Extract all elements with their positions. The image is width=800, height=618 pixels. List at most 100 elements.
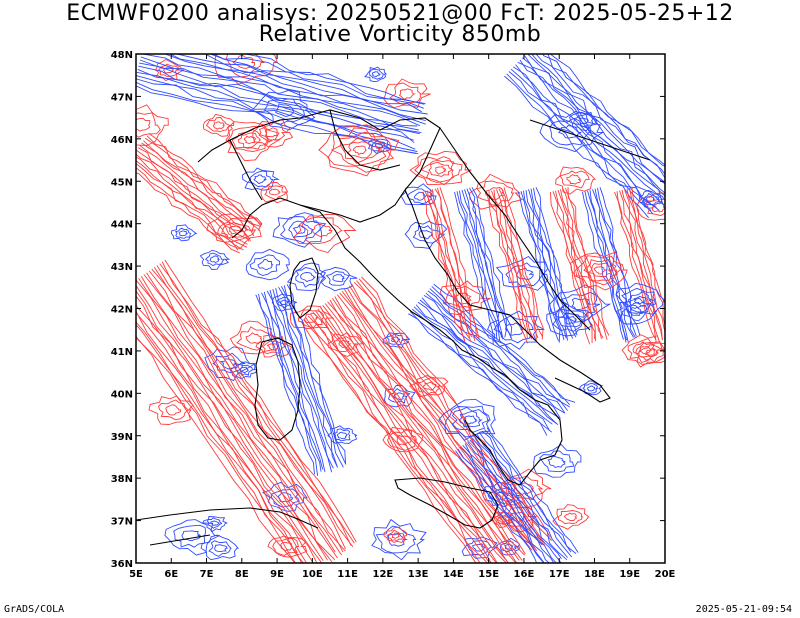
negative-contour [205, 252, 226, 267]
positive-contour [205, 116, 232, 133]
negative-contour [371, 71, 382, 77]
positive-contour [562, 188, 604, 339]
negative-contour [461, 536, 499, 559]
positive-contour [624, 189, 663, 340]
negative-contour [582, 382, 599, 394]
positive-contour [334, 296, 526, 556]
negative-contour [592, 189, 634, 338]
negative-contour [542, 54, 665, 166]
negative-contour [412, 225, 441, 244]
plot-title: ECMWF0200 analisys: 20250521@00 FcT: 202… [66, 1, 734, 26]
positive-contour [269, 188, 281, 196]
negative-contour [508, 71, 653, 214]
positive-contour [264, 185, 287, 201]
negative-contour [459, 446, 545, 563]
positive-contour [315, 310, 497, 563]
lat-tick-label: 38N [111, 474, 133, 485]
positive-contour [139, 144, 255, 237]
negative-contour [249, 254, 281, 276]
negative-contour [547, 456, 566, 469]
positive-contour [136, 149, 250, 242]
negative-contour [209, 54, 425, 105]
positive-contour [245, 332, 262, 345]
negative-contour [552, 308, 588, 333]
negative-contour [393, 392, 405, 401]
positive-contour [280, 541, 294, 552]
negative-contour [462, 444, 550, 563]
negative-contour [170, 224, 198, 242]
positive-contour [422, 191, 466, 341]
lon-tick-label: 15E [478, 569, 499, 580]
positive-contour [136, 163, 244, 251]
negative-contour [454, 191, 494, 345]
lon-tick-label: 7E [200, 569, 214, 580]
negative-contour [582, 191, 624, 340]
positive-contour [414, 156, 463, 186]
positive-contour [567, 187, 610, 336]
positive-contour [136, 172, 240, 254]
positive-contour [391, 532, 400, 539]
negative-contour [383, 385, 416, 408]
negative-contour [461, 189, 504, 340]
negative-contour [257, 259, 274, 271]
negative-contour [369, 68, 385, 80]
positive-contour [341, 290, 535, 549]
positive-contour [206, 213, 263, 250]
negative-contour [387, 532, 408, 547]
lat-tick-label: 48N [111, 50, 133, 61]
lat-tick-label: 37N [111, 517, 133, 528]
negative-contour [547, 54, 665, 176]
negative-contour [415, 304, 559, 425]
negative-contour [471, 187, 513, 339]
negative-contour [388, 388, 411, 404]
positive-contour [583, 258, 618, 282]
negative-contour [204, 346, 257, 382]
positive-contour [227, 125, 273, 152]
positive-contour [503, 475, 544, 501]
positive-contour [346, 141, 373, 159]
negative-contour [292, 225, 306, 234]
negative-contour [332, 274, 346, 283]
positive-contour [587, 262, 614, 277]
positive-contour [332, 297, 520, 561]
negative-contour [266, 290, 326, 473]
positive-contour [327, 301, 518, 563]
positive-contour [329, 299, 523, 561]
negative-contour [136, 78, 418, 152]
negative-contour [139, 59, 419, 131]
negative-contour [558, 312, 584, 328]
positive-contour [148, 395, 194, 425]
positive-contour [552, 191, 593, 344]
lon-tick-label: 9E [270, 569, 284, 580]
positive-contour [555, 166, 597, 195]
negative-contour [275, 288, 338, 467]
negative-contour [615, 282, 665, 315]
negative-contour [195, 54, 422, 113]
lon-tick-label: 16E [514, 569, 535, 580]
positive-contour [261, 340, 287, 355]
negative-contour [169, 54, 426, 122]
lat-tick-label: 36N [111, 559, 133, 570]
lat-tick-label: 39N [111, 432, 133, 443]
positive-contour [154, 266, 346, 550]
negative-contour [484, 429, 577, 554]
coastlines [136, 109, 651, 546]
negative-contour [549, 54, 665, 167]
negative-contour [528, 189, 569, 341]
positive-contour [158, 63, 180, 77]
negative-contour [277, 492, 294, 503]
lon-tick-label: 19E [619, 569, 640, 580]
negative-contour [391, 336, 401, 343]
positive-contour [552, 504, 590, 530]
negative-contour [408, 313, 548, 436]
negative-contour [472, 437, 562, 559]
negative-contour [517, 61, 663, 200]
positive-contour [398, 88, 416, 100]
negative-contour [525, 189, 567, 339]
positive-contour [327, 127, 395, 173]
negative-contour [513, 66, 657, 208]
negative-contour [210, 520, 220, 526]
positive-contour [225, 121, 281, 162]
positive-contour [312, 312, 498, 563]
